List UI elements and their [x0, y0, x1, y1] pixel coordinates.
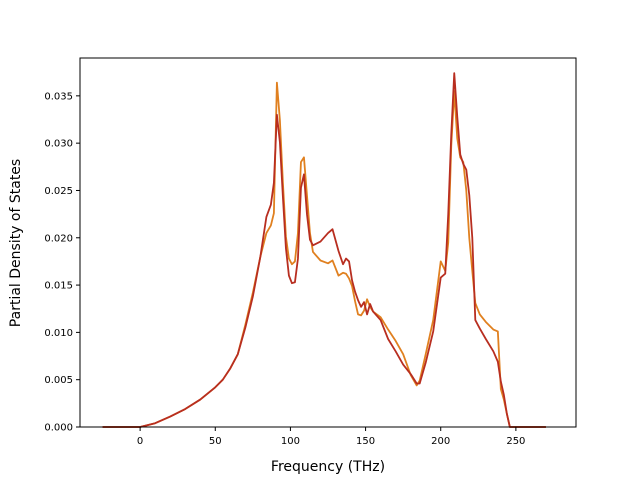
x-axis: 0 50 100 150 200 250 — [137, 427, 525, 447]
y-tick-label: 0.000 — [44, 423, 73, 434]
x-tick-label: 100 — [281, 436, 300, 447]
y-tick-label: 0.020 — [44, 233, 73, 244]
y-tick-label: 0.010 — [44, 328, 73, 339]
x-tick-label: 250 — [506, 436, 525, 447]
series-layer — [102, 72, 546, 428]
y-tick-label: 0.015 — [44, 281, 73, 292]
x-axis-label: Frequency (THz) — [271, 459, 385, 475]
y-axis: 0.000 0.005 0.010 0.015 0.020 0.025 0.030 0.035 — [44, 91, 80, 434]
y-tick-label: 0.005 — [44, 375, 73, 386]
x-tick-label: 150 — [356, 436, 375, 447]
x-tick-label: 0 — [137, 436, 143, 447]
series-line-2 — [102, 72, 546, 428]
y-tick-label: 0.035 — [44, 91, 73, 102]
plot-frame — [79, 57, 577, 428]
y-tick-label: 0.025 — [44, 186, 73, 197]
y-tick-label: 0.030 — [44, 139, 73, 150]
x-tick-label: 50 — [209, 436, 222, 447]
x-tick-label: 200 — [431, 436, 450, 447]
y-axis-label: Partial Density of States — [8, 159, 24, 327]
